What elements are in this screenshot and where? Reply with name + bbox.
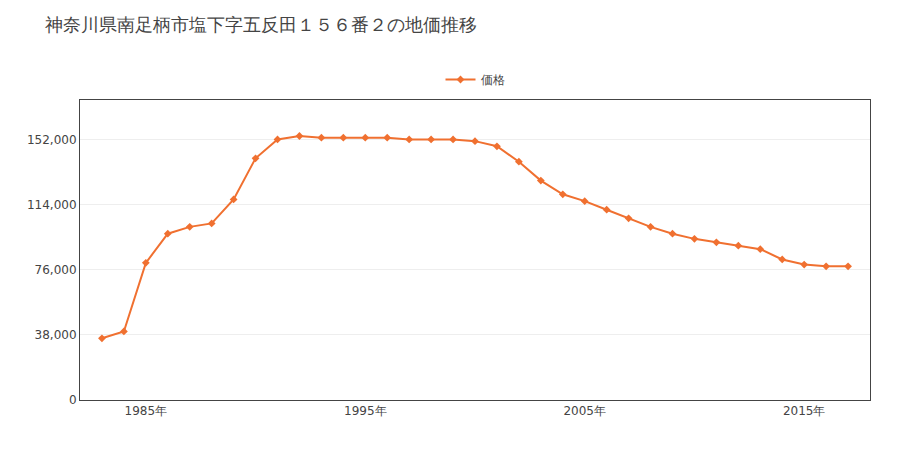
svg-text:76,000: 76,000 [35, 263, 77, 277]
svg-text:114,000: 114,000 [27, 198, 77, 212]
svg-text:1995年: 1995年 [344, 404, 387, 418]
svg-text:価格: 価格 [481, 73, 505, 87]
svg-text:神奈川県南足柄市塩下字五反田１５６番２の地価推移: 神奈川県南足柄市塩下字五反田１５６番２の地価推移 [45, 14, 477, 35]
svg-text:2005年: 2005年 [563, 404, 606, 418]
svg-text:0: 0 [69, 393, 77, 407]
svg-text:38,000: 38,000 [35, 328, 77, 342]
svg-text:2015年: 2015年 [783, 404, 826, 418]
svg-text:152,000: 152,000 [27, 133, 77, 147]
svg-text:1985年: 1985年 [125, 404, 168, 418]
